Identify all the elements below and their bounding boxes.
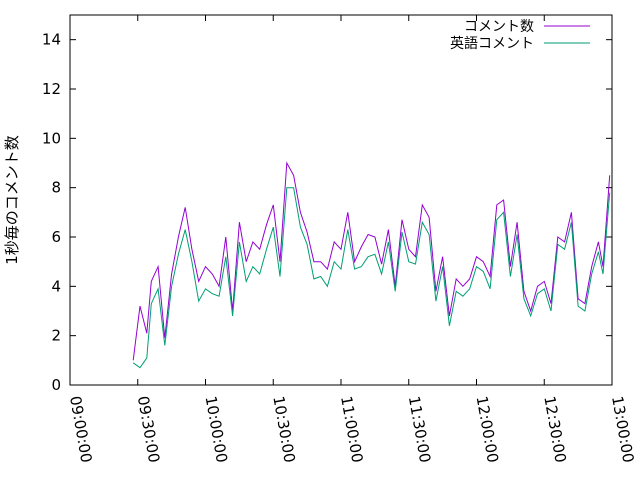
axes <box>69 14 613 386</box>
series-layer <box>132 161 611 369</box>
y-tick-label: 12 <box>42 80 61 98</box>
series-line-1 <box>132 161 611 361</box>
x-tick-label: 12:30:00 <box>540 395 569 464</box>
y-tick-label: 14 <box>42 31 61 49</box>
y-tick-label: 10 <box>42 129 61 147</box>
plot-frame <box>69 14 613 386</box>
y-axis-ticks: 0 2 4 6 8 10 12 14 <box>42 31 612 394</box>
x-tick-label: 11:30:00 <box>405 395 434 464</box>
x-tick-label: 10:30:00 <box>269 395 298 464</box>
x-tick-label: 11:00:00 <box>337 395 366 464</box>
y-tick-label: 6 <box>51 228 61 246</box>
legend-label: 英語コメント <box>450 35 534 52</box>
y-axis-label: 1秒毎のコメント数 <box>3 135 21 265</box>
x-tick-label: 10:00:00 <box>202 395 231 464</box>
y-tick-label: 4 <box>51 277 61 295</box>
series-line-2 <box>132 187 611 369</box>
x-tick-label: 13:00:00 <box>608 395 637 464</box>
legend-label: コメント数 <box>464 19 534 35</box>
y-tick-label: 0 <box>51 376 61 394</box>
y-tick-label: 8 <box>51 179 61 197</box>
x-tick-label: 09:30:00 <box>134 395 163 464</box>
y-tick-label: 2 <box>51 327 61 345</box>
x-tick-label: 12:00:00 <box>473 395 502 464</box>
x-tick-label: 09:00:00 <box>66 395 95 464</box>
